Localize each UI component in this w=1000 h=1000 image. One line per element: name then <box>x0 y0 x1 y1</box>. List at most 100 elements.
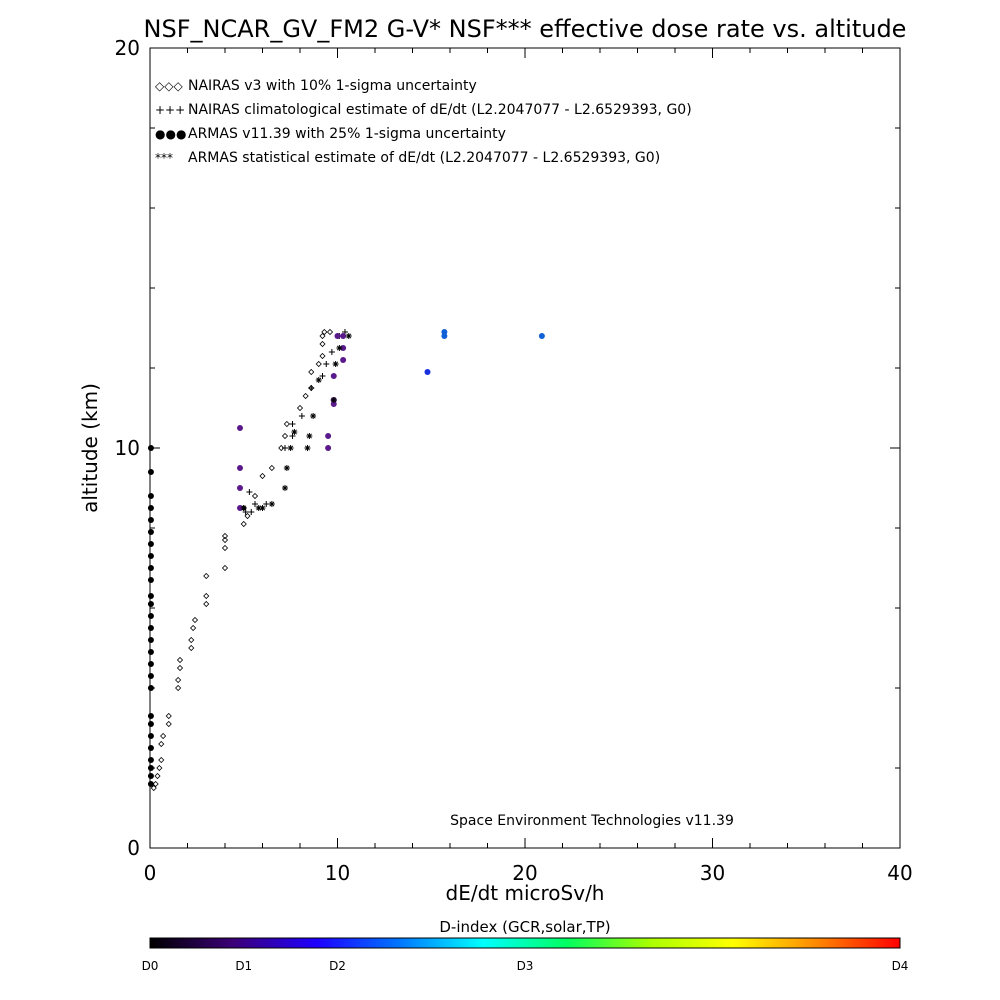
nairas-v3-point <box>315 360 322 368</box>
nairas-v3-point <box>190 624 197 632</box>
nairas-v3-point <box>176 656 184 664</box>
armas-statistical-point <box>283 465 290 471</box>
nairas-v3-point <box>158 756 165 764</box>
armas-point <box>147 661 154 667</box>
chart-title: NSF_NCAR_GV_FM2 G-V* NSF*** effective do… <box>144 15 907 43</box>
nairas-v3-point <box>154 772 161 780</box>
armas-statistical-point <box>315 377 322 383</box>
armas-point <box>340 345 347 351</box>
armas-point <box>147 637 154 643</box>
nairas-v3-point <box>165 712 172 720</box>
nairas-climatological-point <box>252 501 258 507</box>
nairas-v3-point <box>221 532 229 540</box>
legend-marker: ●●● <box>155 127 186 141</box>
nairas-v3-point <box>188 636 195 644</box>
nairas-v3-point <box>259 472 266 480</box>
legend-label: ARMAS v11.39 with 25% 1-sigma uncertaint… <box>188 126 506 142</box>
armas-point <box>147 577 154 583</box>
armas-point <box>147 685 154 691</box>
colorbar-title: D-index (GCR,solar,TP) <box>439 918 610 936</box>
armas-point <box>538 333 545 339</box>
nairas-v3-point <box>191 616 199 624</box>
armas-point <box>147 505 154 511</box>
nairas-v3-point <box>278 444 285 452</box>
nairas-v3-point <box>158 740 165 748</box>
nairas-v3-point <box>221 544 229 552</box>
y-axis-label: altitude (km) <box>78 383 102 513</box>
nairas-climatological-point <box>263 501 270 507</box>
armas-point <box>330 373 337 379</box>
nairas-v3-point <box>240 520 247 528</box>
armas-point <box>147 601 154 607</box>
colorbar-label: D4 <box>892 959 909 973</box>
legend-marker: *** <box>155 151 173 165</box>
legend-label: NAIRAS v3 with 10% 1-sigma uncertainty <box>188 78 477 94</box>
armas-point <box>237 465 243 471</box>
armas-point <box>147 541 154 547</box>
armas-point <box>147 493 154 499</box>
armas-point <box>147 565 154 571</box>
nairas-v3-point <box>203 592 210 600</box>
y-tick-label: 0 <box>127 836 140 860</box>
nairas-v3-point <box>321 328 328 336</box>
nairas-v3-point <box>156 764 163 772</box>
armas-point <box>340 357 347 363</box>
armas-statistical-point <box>259 505 266 511</box>
nairas-v3-point <box>175 684 182 692</box>
armas-point <box>147 765 154 771</box>
armas-point <box>441 329 448 335</box>
colorbar-label: D3 <box>517 959 534 973</box>
axes: 0 10 20 30 40 0 10 20 <box>115 36 913 885</box>
x-tick-label: 30 <box>700 861 725 885</box>
credit-text: Space Environment Technologies v11.39 <box>450 813 734 829</box>
legend-marker: ◇◇◇ <box>155 79 183 93</box>
armas-point <box>147 649 154 655</box>
nairas-climatological-point <box>282 445 288 451</box>
armas-statistical-point <box>240 505 247 511</box>
nairas-v3-point <box>268 464 275 472</box>
armas-point <box>147 613 154 619</box>
armas-point <box>147 517 154 523</box>
nairas-climatological-point <box>308 385 315 391</box>
armas-statistical-point <box>336 345 343 351</box>
nairas-v3-point <box>221 564 229 572</box>
nairas-climatological-point <box>328 349 335 355</box>
x-tick-label: 10 <box>325 861 350 885</box>
armas-point <box>340 333 347 339</box>
armas-point <box>237 425 243 431</box>
armas-point <box>147 773 154 779</box>
y-tick-label: 10 <box>115 436 140 460</box>
nairas-climatological-point <box>298 413 305 419</box>
armas-statistical-point <box>310 413 317 419</box>
armas-statistical-point <box>332 361 339 367</box>
colorbar-label: D1 <box>235 959 252 973</box>
armas-statistical-point <box>330 397 337 403</box>
legend-label: NAIRAS climatological estimate of dE/dt … <box>188 102 692 118</box>
armas-point <box>147 733 154 739</box>
nairas-v3-point <box>176 664 184 672</box>
x-tick-label: 20 <box>512 861 537 885</box>
nairas-v3-point <box>319 352 326 360</box>
nairas-v3-point <box>165 720 172 728</box>
nairas-v3-point <box>251 492 259 500</box>
nairas-v3-point <box>152 780 159 788</box>
nairas-v3-point <box>203 572 210 580</box>
armas-statistical-point <box>268 501 275 507</box>
nairas-v3-point <box>175 676 182 684</box>
x-axis-label: dE/dt microSv/h <box>446 881 605 905</box>
nairas-v3-point <box>281 432 289 440</box>
plot-frame <box>149 47 901 849</box>
armas-statistical-point <box>304 445 311 451</box>
nairas-climatological-point <box>246 489 253 495</box>
nairas-v3-point <box>308 368 315 376</box>
nairas-v3-point <box>319 340 326 348</box>
armas-point <box>147 593 154 599</box>
armas-statistical-point <box>345 333 352 339</box>
armas-point <box>147 553 154 559</box>
armas-point <box>424 369 431 375</box>
nairas-v3-point <box>302 392 309 400</box>
armas-statistical-point <box>291 429 298 435</box>
nairas-v3-point <box>326 328 334 336</box>
armas-point <box>147 469 154 475</box>
armas-point <box>147 781 154 787</box>
